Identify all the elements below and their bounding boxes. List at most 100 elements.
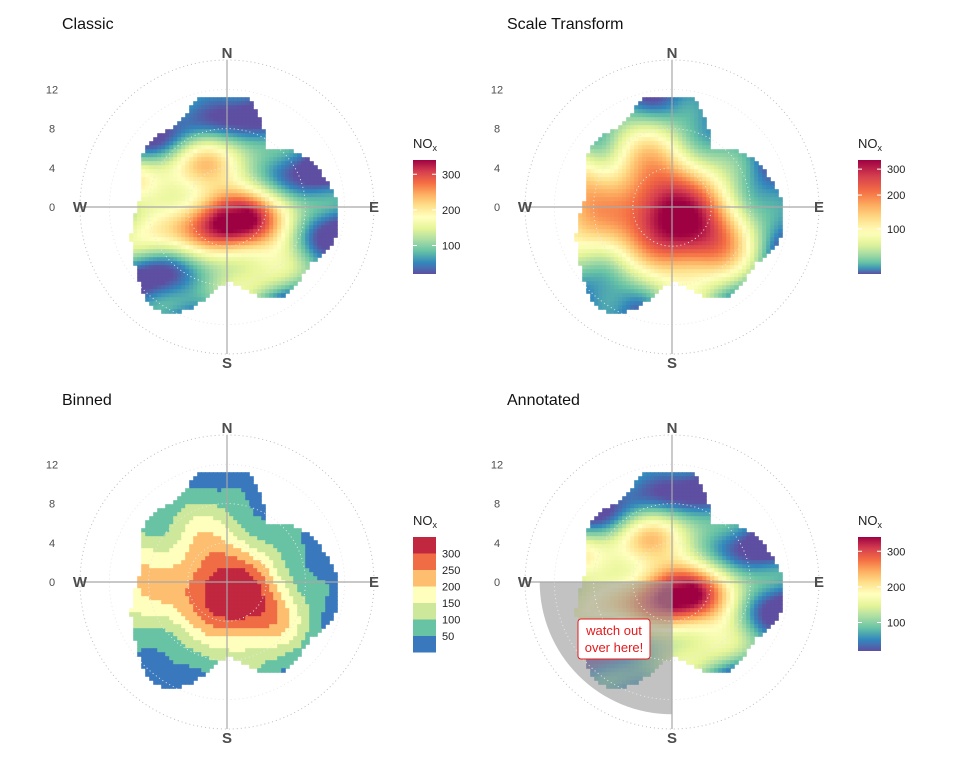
heat-cell <box>181 225 186 230</box>
heat-cell <box>309 564 314 569</box>
heat-cell <box>702 269 707 274</box>
heat-cell <box>770 189 775 194</box>
heat-cell <box>181 133 186 138</box>
heat-cell <box>229 540 234 545</box>
heat-cell <box>602 177 607 182</box>
heat-cell <box>257 265 262 270</box>
heat-cell <box>325 197 330 202</box>
heat-cell <box>738 217 743 222</box>
heat-cell <box>646 121 651 126</box>
heat-cell <box>305 544 310 549</box>
heat-cell <box>662 145 667 150</box>
heat-cell <box>249 125 254 130</box>
heat-cell <box>233 105 238 110</box>
heat-cell <box>197 109 202 114</box>
heat-cell <box>309 221 314 226</box>
heat-cell <box>666 109 671 114</box>
heat-cell <box>766 225 771 230</box>
heat-cell <box>189 229 194 234</box>
heat-cell <box>622 229 627 234</box>
heat-cell <box>181 560 186 565</box>
heat-cell <box>221 141 226 146</box>
heat-cell <box>221 472 226 477</box>
heat-cell <box>205 157 210 162</box>
heat-cell <box>213 121 218 126</box>
heat-cell <box>177 552 182 557</box>
heat-cell <box>249 177 254 182</box>
heat-cell <box>594 145 599 150</box>
heat-cell <box>157 572 162 577</box>
heat-cell <box>650 265 655 270</box>
heat-cell <box>730 185 735 190</box>
heat-cell <box>706 237 711 242</box>
heat-cell <box>285 153 290 158</box>
heat-cell <box>686 117 691 122</box>
heat-cell <box>642 285 647 290</box>
heat-cell <box>145 257 150 262</box>
heat-cell <box>209 241 214 246</box>
heat-cell <box>702 177 707 182</box>
heat-cell <box>734 149 739 154</box>
heat-cell <box>141 289 146 294</box>
heat-cell <box>706 277 711 282</box>
heat-cell <box>241 241 246 246</box>
heat-cell <box>750 173 755 178</box>
heat-cell <box>261 221 266 226</box>
heat-cell <box>177 556 182 561</box>
heat-cell <box>289 189 294 194</box>
heat-cell <box>165 536 170 541</box>
heat-cell <box>213 153 218 158</box>
heat-cell <box>249 552 254 557</box>
heat-cell <box>590 253 595 258</box>
heat-cell <box>662 141 667 146</box>
heat-cell <box>622 165 627 170</box>
heat-cell <box>149 273 154 278</box>
heat-cell <box>682 217 687 222</box>
heat-cell <box>165 261 170 266</box>
heat-cell <box>702 273 707 278</box>
heat-cell <box>177 129 182 134</box>
heat-cell <box>141 269 146 274</box>
heat-cell <box>686 213 691 218</box>
heat-cell <box>658 125 663 130</box>
heat-cell <box>694 117 699 122</box>
heat-cell <box>774 213 779 218</box>
heat-cell <box>261 556 266 561</box>
heat-cell <box>662 157 667 162</box>
heat-cell <box>674 125 679 130</box>
heat-cell <box>185 125 190 130</box>
heat-cell <box>285 285 290 290</box>
heat-cell <box>257 540 262 545</box>
heat-cell <box>714 249 719 254</box>
heat-cell <box>169 548 174 553</box>
heat-cell <box>273 253 278 258</box>
heat-cell <box>265 225 270 230</box>
heat-cell <box>686 261 691 266</box>
heat-cell <box>602 229 607 234</box>
heat-cell <box>269 201 274 206</box>
heat-cell <box>213 552 218 557</box>
heat-cell <box>201 281 206 286</box>
heat-cell <box>594 225 599 230</box>
heat-cell <box>602 193 607 198</box>
heat-cell <box>177 213 182 218</box>
heat-cell <box>698 157 703 162</box>
heat-cell <box>750 161 755 166</box>
heat-cell <box>642 137 647 142</box>
heat-cell <box>610 269 615 274</box>
heat-cell <box>149 560 154 565</box>
radial-tick-label: 12 <box>491 84 503 96</box>
heat-cell <box>734 213 739 218</box>
heat-cell <box>153 544 158 549</box>
heat-cell <box>189 121 194 126</box>
heat-cell <box>650 261 655 266</box>
heat-cell <box>209 189 214 194</box>
heat-cell <box>774 193 779 198</box>
heat-cell <box>642 233 647 238</box>
heat-cell <box>682 169 687 174</box>
heat-cell <box>213 141 218 146</box>
heat-cell <box>333 209 338 214</box>
heat-cell <box>590 257 595 262</box>
heat-cell <box>253 181 258 186</box>
heat-cell <box>161 225 166 230</box>
